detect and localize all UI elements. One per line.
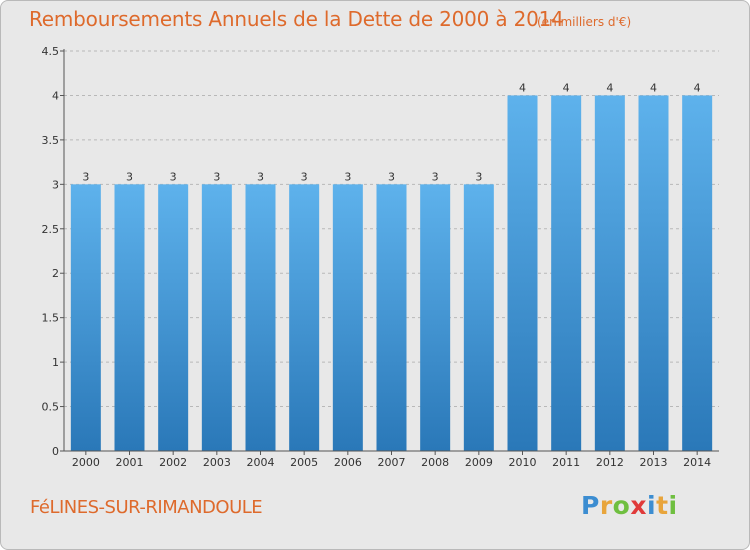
logo-letter: t [656, 491, 669, 520]
bar [245, 184, 276, 452]
bar-value-label: 3 [388, 170, 395, 183]
bar [158, 184, 189, 452]
y-tick-label: 4.5 [42, 45, 60, 58]
bar-value-label: 3 [432, 170, 439, 183]
logo-letter: o [612, 491, 631, 520]
chart-unit-label: (en milliers d'€) [537, 15, 632, 29]
bar-value-label: 3 [301, 170, 308, 183]
logo-letter: P [581, 491, 600, 520]
bar [114, 184, 145, 452]
bar [420, 184, 451, 452]
y-tick-label: 1 [52, 356, 59, 369]
bar [332, 184, 363, 452]
bar-value-label: 4 [519, 81, 526, 94]
bar-value-label: 4 [606, 81, 613, 94]
bar [376, 184, 407, 452]
bar [289, 184, 320, 452]
logo-letter: i [647, 491, 657, 520]
x-tick-label: 2003 [203, 456, 231, 469]
bar-value-label: 4 [563, 81, 570, 94]
y-tick-label: 0 [52, 445, 59, 458]
x-tick-label: 2008 [421, 456, 449, 469]
logo-letter: x [630, 491, 647, 520]
y-tick-label: 4 [52, 89, 59, 102]
bar-value-label: 4 [694, 81, 701, 94]
x-tick-label: 2013 [640, 456, 668, 469]
bar [507, 95, 538, 451]
y-tick-label: 0.5 [42, 401, 60, 414]
y-tick-label: 3.5 [42, 134, 60, 147]
logo-letter: r [599, 491, 613, 520]
x-tick-label: 2011 [552, 456, 580, 469]
logo-letter: i [668, 491, 678, 520]
x-tick-label: 2006 [334, 456, 362, 469]
bar-value-label: 3 [344, 170, 351, 183]
bar [70, 184, 101, 452]
bar-value-label: 3 [126, 170, 133, 183]
x-tick-label: 2014 [683, 456, 711, 469]
commune-name: FéLINES-SUR-RIMANDOULE [30, 497, 263, 518]
bar-value-label: 3 [475, 170, 482, 183]
x-tick-label: 2005 [290, 456, 318, 469]
proxiti-logo: Proxiti [581, 491, 678, 520]
bar [682, 95, 713, 451]
bar-value-label: 3 [213, 170, 220, 183]
chart-title: Remboursements Annuels de la Dette de 20… [29, 7, 564, 31]
x-tick-label: 2002 [159, 456, 187, 469]
bar [594, 95, 625, 451]
y-tick-label: 2.5 [42, 223, 60, 236]
x-tick-label: 2012 [596, 456, 624, 469]
bar [201, 184, 232, 452]
x-tick-label: 2010 [509, 456, 537, 469]
y-tick-label: 3 [52, 178, 59, 191]
bar-value-label: 3 [257, 170, 264, 183]
x-tick-label: 2001 [116, 456, 144, 469]
bar-value-label: 4 [650, 81, 657, 94]
bar-value-label: 3 [82, 170, 89, 183]
bar-value-label: 3 [170, 170, 177, 183]
bar [463, 184, 494, 452]
y-tick-label: 1.5 [42, 312, 60, 325]
x-tick-label: 2009 [465, 456, 493, 469]
x-tick-label: 2007 [378, 456, 406, 469]
x-tick-label: 2000 [72, 456, 100, 469]
bar [551, 95, 582, 451]
x-tick-label: 2004 [247, 456, 275, 469]
bar [638, 95, 669, 451]
y-tick-label: 2 [52, 267, 59, 280]
